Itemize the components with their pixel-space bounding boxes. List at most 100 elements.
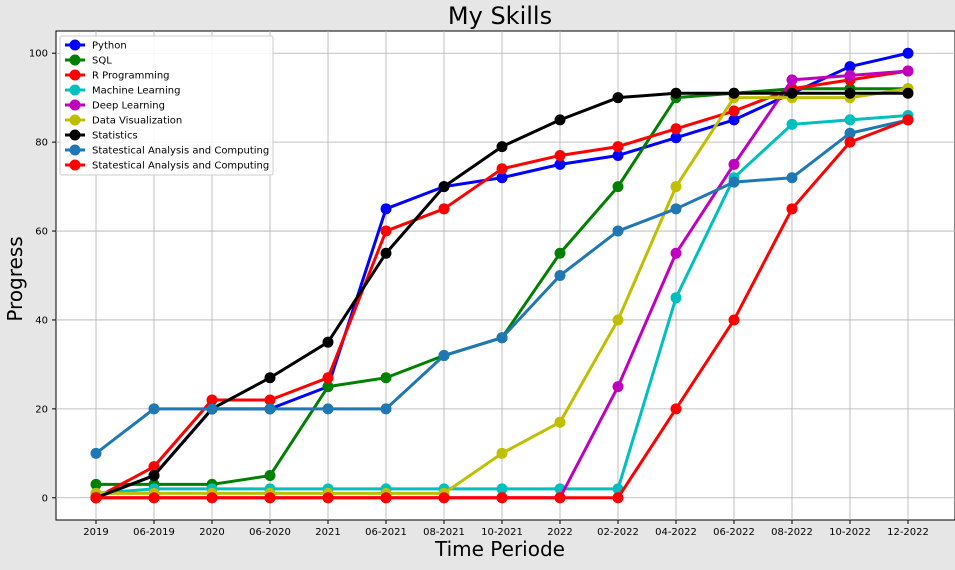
- y-axis-label: Progress: [3, 236, 27, 321]
- legend-label: Deep Learning: [92, 101, 165, 112]
- data-point: [844, 136, 856, 148]
- data-point: [438, 203, 450, 215]
- legend-item: Statistics: [65, 129, 138, 142]
- x-tick-label: 12-2022: [887, 527, 929, 538]
- data-point: [496, 172, 508, 184]
- data-point: [148, 403, 160, 415]
- data-point: [670, 181, 682, 193]
- legend-swatch-marker: [69, 54, 81, 66]
- data-point: [728, 176, 740, 188]
- legend-item: R Programming: [65, 69, 170, 82]
- x-tick-label: 04-2022: [655, 527, 697, 538]
- data-point: [90, 492, 102, 504]
- data-point: [380, 372, 392, 384]
- data-point: [612, 141, 624, 153]
- data-point: [670, 247, 682, 259]
- data-point: [612, 225, 624, 237]
- x-tick-label: 06-2019: [133, 527, 175, 538]
- y-tick-label: 20: [35, 404, 48, 415]
- data-point: [612, 149, 624, 161]
- data-point: [612, 314, 624, 326]
- data-point: [670, 123, 682, 135]
- data-point: [612, 92, 624, 104]
- legend-swatch-marker: [69, 99, 81, 111]
- data-point: [264, 470, 276, 482]
- legend-item: Deep Learning: [65, 99, 165, 112]
- data-point: [554, 114, 566, 126]
- data-point: [496, 492, 508, 504]
- data-point: [902, 65, 914, 77]
- data-point: [612, 181, 624, 193]
- legend-item: Statestical Analysis and Computing: [65, 159, 269, 172]
- data-point: [670, 132, 682, 144]
- data-point: [728, 105, 740, 117]
- data-point: [380, 225, 392, 237]
- data-point: [786, 203, 798, 215]
- y-tick-label: 60: [35, 227, 48, 238]
- y-tick-label: 80: [35, 138, 48, 149]
- data-point: [844, 127, 856, 139]
- data-point: [670, 87, 682, 99]
- data-point: [90, 447, 102, 459]
- data-point: [380, 492, 392, 504]
- data-point: [322, 372, 334, 384]
- x-axis-label: Time Periode: [434, 537, 565, 561]
- data-point: [438, 350, 450, 362]
- data-point: [496, 447, 508, 459]
- legend-item: Data Visualization: [65, 114, 182, 127]
- data-point: [322, 381, 334, 393]
- data-point: [554, 270, 566, 281]
- data-point: [206, 394, 218, 406]
- x-tick-label: 2021: [315, 527, 340, 538]
- x-tick-label: 06-2022: [713, 527, 755, 538]
- x-tick-label: 2020: [199, 527, 224, 538]
- data-point: [322, 403, 334, 415]
- legend-label: Data Visualization: [92, 116, 182, 127]
- data-point: [322, 492, 334, 504]
- data-point: [496, 332, 508, 344]
- x-tick-label: 08-2022: [771, 527, 813, 538]
- data-point: [148, 461, 160, 473]
- x-tick-label: 02-2022: [597, 527, 639, 538]
- data-point: [902, 114, 914, 126]
- data-point: [380, 203, 392, 215]
- data-point: [554, 416, 566, 428]
- legend-label: Machine Learning: [92, 86, 180, 97]
- data-point: [554, 149, 566, 161]
- data-point: [670, 203, 682, 215]
- series-group: [90, 47, 914, 504]
- legend-item: Statestical Analysis and Computing: [65, 144, 269, 157]
- legend-swatch-marker: [69, 159, 81, 171]
- data-point: [844, 114, 856, 126]
- data-point: [670, 292, 682, 304]
- data-point: [612, 381, 624, 393]
- x-tick-label: 10-2022: [829, 527, 871, 538]
- data-point: [902, 47, 914, 59]
- data-point: [670, 403, 682, 415]
- legend-swatch-marker: [69, 144, 81, 156]
- legend-swatch-marker: [69, 129, 81, 141]
- legend-item: SQL: [65, 54, 112, 67]
- chart-title: My Skills: [448, 2, 552, 30]
- data-point: [554, 492, 566, 504]
- data-point: [786, 172, 798, 184]
- data-point: [728, 114, 740, 126]
- y-tick-label: 100: [29, 49, 48, 60]
- legend-label: Statestical Analysis and Computing: [92, 146, 269, 157]
- data-point: [90, 478, 102, 490]
- data-point: [902, 87, 914, 99]
- x-tick-label: 10-2021: [481, 527, 523, 538]
- legend-swatch-marker: [69, 114, 81, 126]
- x-tick-label: 2022: [547, 527, 572, 538]
- legend-label: Python: [92, 41, 127, 52]
- data-point: [844, 61, 856, 73]
- x-tick-label: 2019: [83, 527, 108, 538]
- data-point: [148, 470, 160, 482]
- legend-label: SQL: [92, 56, 112, 67]
- y-tick-label: 0: [42, 493, 48, 504]
- data-point: [728, 158, 740, 170]
- data-point: [554, 247, 566, 259]
- y-tick-label: 40: [35, 315, 48, 326]
